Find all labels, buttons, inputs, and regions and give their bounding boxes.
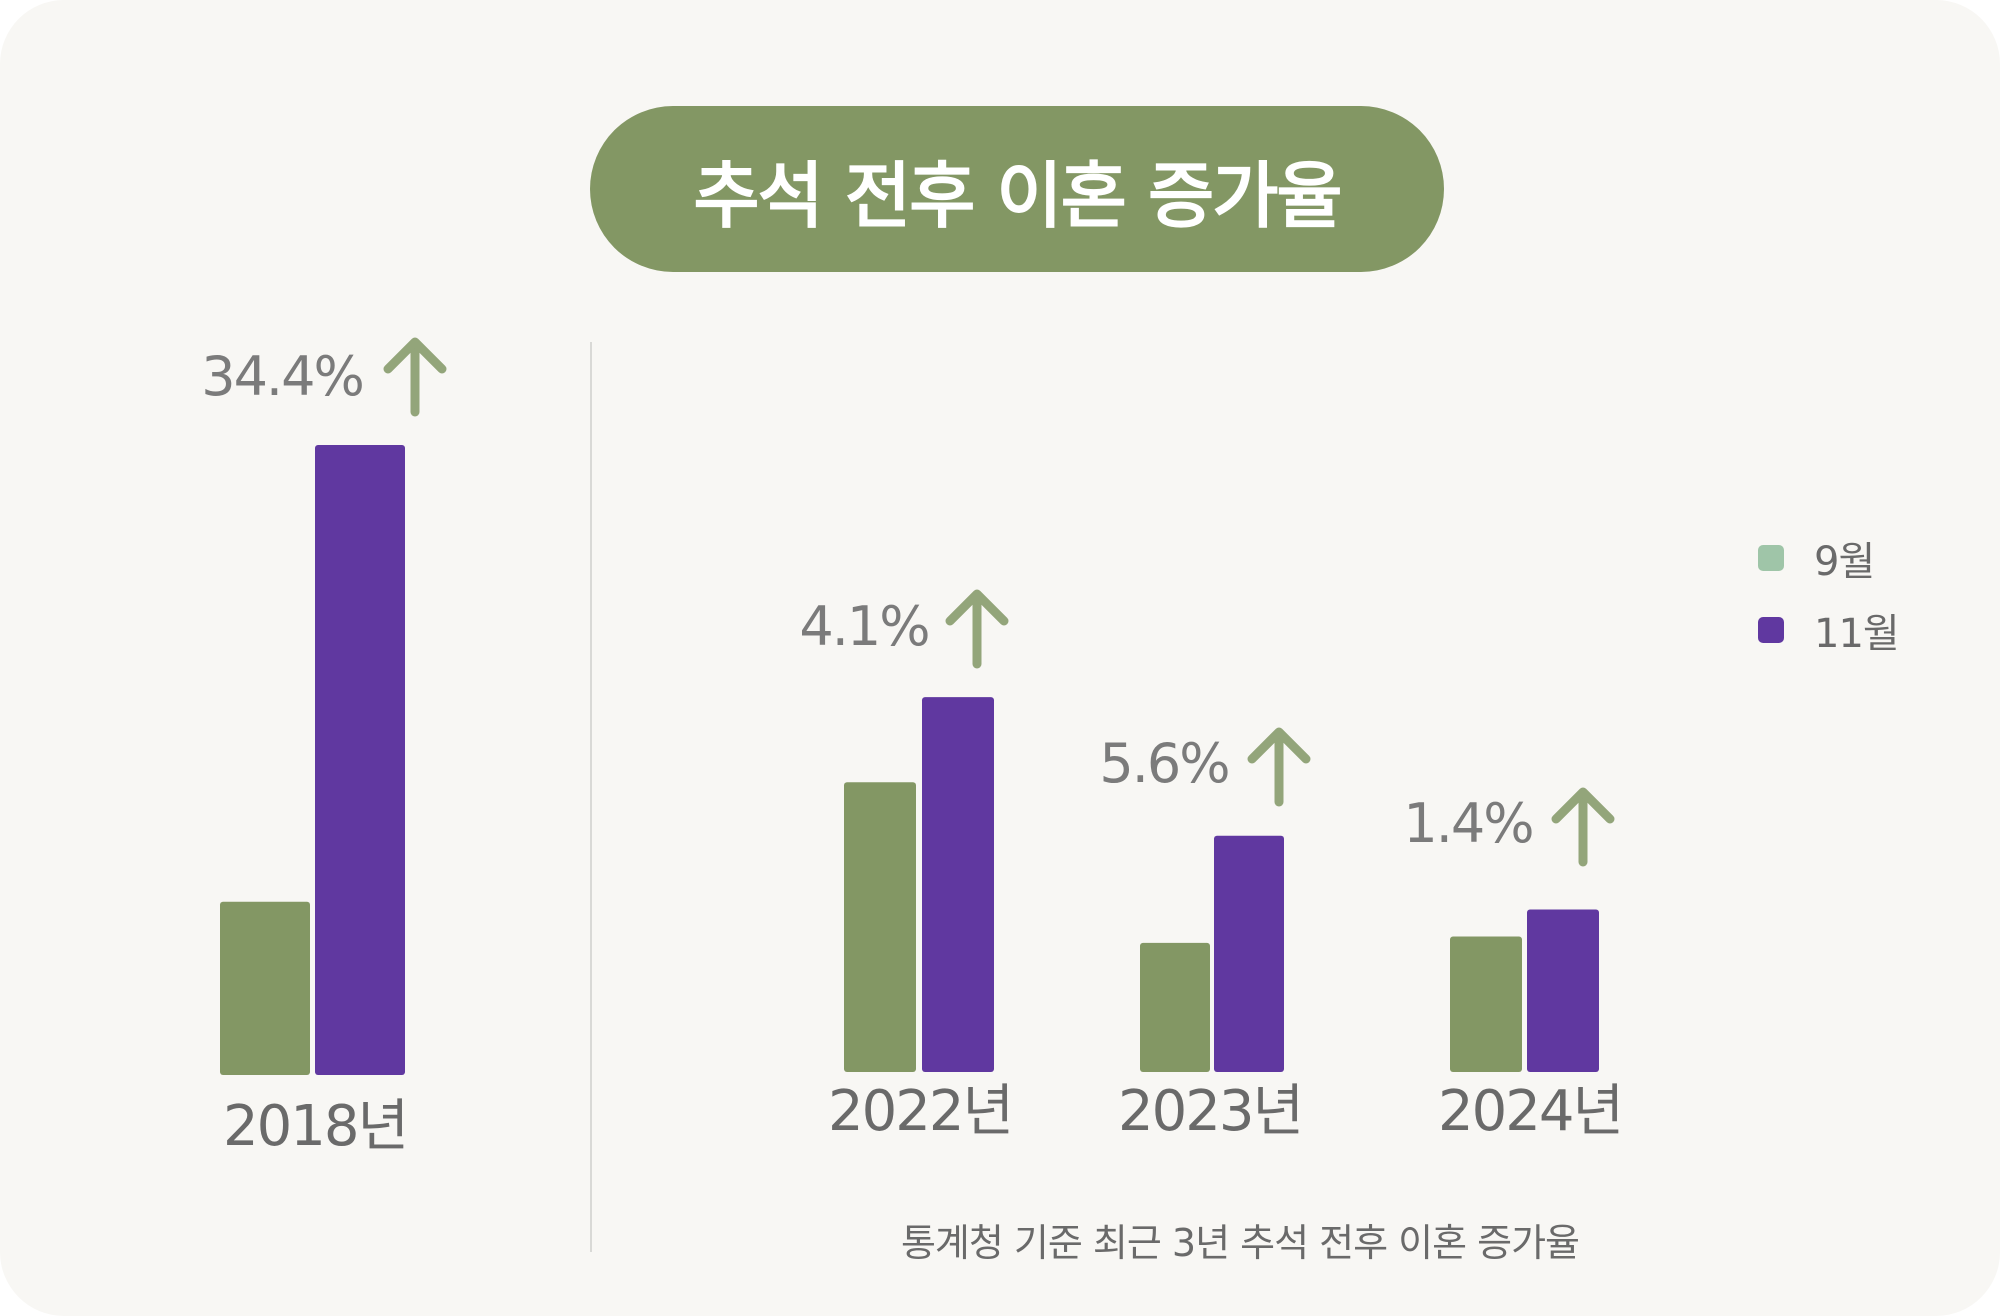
bar-september-2022년 (844, 782, 916, 1072)
category-label-2022년: 2022년 (828, 1079, 1012, 1144)
arrow-up-icon (945, 589, 1009, 669)
bar-november-2018년 (315, 445, 405, 1075)
increase-label-2024년: 1.4% (1403, 792, 1532, 855)
increase-label-2022년: 4.1% (799, 595, 928, 658)
arrow-up-icon (1551, 787, 1615, 867)
arrow-up-icon (1247, 727, 1311, 807)
chart-title: 추석 전후 이혼 증가율 (693, 153, 1342, 238)
category-label-2024년: 2024년 (1438, 1079, 1622, 1144)
legend-label-september: 9월 (1814, 539, 1875, 585)
bar-september-2023년 (1140, 942, 1210, 1072)
legend-swatch-september (1758, 545, 1784, 571)
title-pill: 추석 전후 이혼 증가율 (590, 106, 1444, 272)
legend-item-november: 11월 (1758, 594, 1900, 666)
legend: 9월 11월 (1758, 522, 1900, 666)
bar-september-2024년 (1450, 936, 1522, 1072)
legend-swatch-november (1758, 617, 1784, 643)
bar-november-2022년 (922, 697, 994, 1072)
increase-label-2023년: 5.6% (1099, 732, 1228, 795)
increase-label-2018년: 34.4% (201, 345, 363, 408)
arrow-up-icon (383, 337, 447, 417)
source-caption: 통계청 기준 최근 3년 추석 전후 이혼 증가율 (900, 1221, 1580, 1265)
bar-september-2018년 (220, 901, 310, 1075)
bar-november-2024년 (1527, 909, 1599, 1072)
category-label-2023년: 2023년 (1118, 1079, 1302, 1144)
category-label-2018년: 2018년 (223, 1094, 407, 1159)
bar-november-2023년 (1214, 835, 1284, 1072)
legend-label-november: 11월 (1814, 611, 1900, 657)
legend-item-september: 9월 (1758, 522, 1899, 594)
section-divider (590, 342, 592, 1252)
